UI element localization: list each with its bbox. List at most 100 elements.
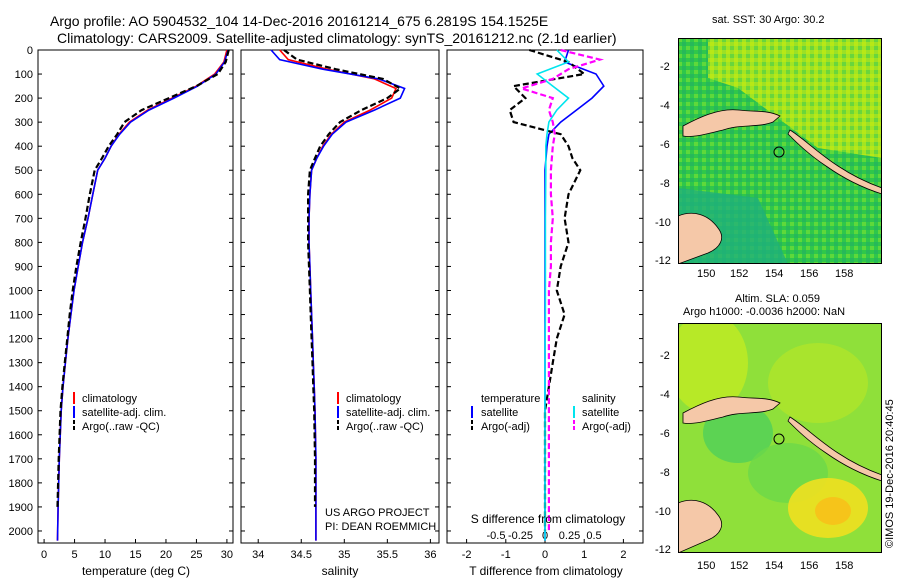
series-line-climatology [56, 49, 228, 541]
sla-map-title-2: Argo h1000: -0.0036 h2000: NaN [683, 306, 846, 318]
depth-tick-label: 300 [15, 117, 33, 129]
x-tick-label: 34.5 [291, 549, 312, 561]
legend-climatology-label: climatology [346, 393, 402, 405]
sla-blob [768, 343, 868, 423]
depth-tick-label: 1300 [9, 358, 33, 370]
sla-map-frame [678, 323, 882, 553]
x-tick-label: 25 [190, 549, 202, 561]
depth-tick-label: 2000 [9, 526, 33, 538]
temperature-x-axis: 0 5 10 15 20 25 30 [41, 539, 233, 561]
x-tick-label: 34 [252, 549, 264, 561]
depth-tick-label: 900 [15, 261, 33, 273]
sla-map-title-1: Altim. SLA: 0.059 [735, 293, 820, 305]
argo-float-marker [773, 433, 785, 445]
series-line-climatology [279, 49, 398, 541]
salinity-plot-frame [240, 49, 440, 544]
s-tick-label: 0.25 [559, 530, 580, 542]
series-line-satellite-adj-clim- [56, 49, 229, 541]
sst-warm-region [708, 38, 882, 158]
legend-argo-label: Argo(..raw -QC) [346, 421, 424, 433]
depth-tick-label: 1500 [9, 406, 33, 418]
x-tick-label: 35.5 [377, 549, 398, 561]
x-tick-label: 15 [129, 549, 141, 561]
depth-tick-label: 200 [15, 93, 33, 105]
legend-argo-label: Argo(..raw -QC) [82, 421, 160, 433]
difference-series [508, 48, 605, 541]
legend-temperature-heading: temperature [481, 393, 540, 405]
difference-legend: temperature satellite Argo(-adj) salinit… [471, 393, 631, 433]
x-tick-label: 36 [424, 549, 436, 561]
difference-x-axis: -2 -1 0 1 2 [462, 539, 626, 561]
s-tick-label: -0.5 [487, 530, 506, 542]
series-line-temperature-argo-adj- [508, 48, 587, 531]
x-tick-label: 30 [221, 549, 233, 561]
depth-tick-label: 1000 [9, 285, 33, 297]
s-difference-xlabel: S difference from climatology [471, 512, 626, 526]
series-line-salinity-satellite [535, 49, 570, 541]
figure-title-line1: Argo profile: AO 5904532_104 14-Dec-2016… [50, 13, 549, 29]
land-bougainville [787, 129, 882, 195]
depth-tick-label: 700 [15, 213, 33, 225]
x-tick-label: 2 [620, 549, 626, 561]
x-tick-label: 0 [542, 549, 548, 561]
depth-axis: 0 100 200 300 400 500 600 700 800 900 1000 1100 1200… [9, 45, 643, 538]
s-tick-label: 0.5 [586, 530, 601, 542]
series-line-argo-raw-qc- [56, 49, 230, 507]
sla-map [678, 323, 882, 553]
depth-tick-label: 0 [27, 45, 33, 57]
depth-tick-label: 400 [15, 141, 33, 153]
depth-tick-label: 1700 [9, 454, 33, 466]
land-bougainville [787, 416, 882, 482]
x-tick-label: 5 [72, 549, 78, 561]
x-tick-label: 1 [581, 549, 587, 561]
legend-satellite-label: satellite-adj. clim. [346, 407, 430, 419]
x-tick-label: 35 [338, 549, 350, 561]
imos-footer: ©IMOS 19-Dec-2016 20:40:45 [884, 399, 896, 548]
legend-t-satellite-label: satellite [481, 407, 518, 419]
temperature-legend: climatology satellite-adj. clim. Argo(..… [73, 392, 166, 433]
x-tick-label: -2 [462, 549, 472, 561]
series-line-argo-raw-qc- [283, 49, 403, 507]
legend-satellite-label: satellite-adj. clim. [82, 407, 166, 419]
x-tick-label: 0 [41, 549, 47, 561]
sla-blob [678, 323, 748, 413]
sla-high-core [815, 497, 851, 525]
land-new-guinea [678, 212, 722, 264]
depth-tick-label: 600 [15, 189, 33, 201]
legend-s-argo-label: Argo(-adj) [582, 421, 631, 433]
depth-tick-label: 500 [15, 165, 33, 177]
credit-project: US ARGO PROJECT [325, 507, 430, 519]
legend-salinity-heading: salinity [582, 393, 616, 405]
legend-t-argo-label: Argo(-adj) [481, 421, 530, 433]
series-line-satellite-adj-clim- [270, 49, 406, 541]
depth-tick-label: 1400 [9, 382, 33, 394]
s-tick-label: -0.25 [508, 530, 533, 542]
depth-tick-label: 1200 [9, 334, 33, 346]
salinity-x-axis: 34 34.5 35 35.5 36 [252, 539, 437, 561]
sst-map [678, 38, 882, 264]
land-new-britain [682, 109, 781, 137]
temperature-xlabel: temperature (deg C) [82, 564, 190, 578]
series-line-salinity-argo-adj- [517, 48, 605, 531]
x-tick-label: 20 [160, 549, 172, 561]
t-difference-xlabel: T difference from climatology [469, 564, 623, 578]
argo-float-marker [773, 146, 785, 158]
salinity-xlabel: salinity [322, 564, 359, 578]
legend-s-satellite-label: satellite [582, 407, 619, 419]
depth-tick-label: 800 [15, 237, 33, 249]
legend-climatology-label: climatology [82, 393, 138, 405]
salinity-legend: climatology satellite-adj. clim. Argo(..… [337, 392, 430, 433]
depth-tick-label: 1800 [9, 478, 33, 490]
depth-tick-label: 1900 [9, 502, 33, 514]
credit-pi: PI: DEAN ROEMMICH [325, 521, 436, 533]
figure-title-line2: Climatology: CARS2009. Satellite-adjuste… [57, 30, 617, 46]
x-tick-label: -1 [501, 549, 511, 561]
x-tick-label: 10 [99, 549, 111, 561]
sst-map-title: sat. SST: 30 Argo: 30.2 [712, 14, 825, 26]
land-new-britain [682, 396, 781, 424]
temperature-plot-frame [37, 49, 234, 544]
salinity-series [270, 49, 406, 541]
land-new-guinea [678, 499, 722, 553]
depth-tick-label: 1600 [9, 430, 33, 442]
